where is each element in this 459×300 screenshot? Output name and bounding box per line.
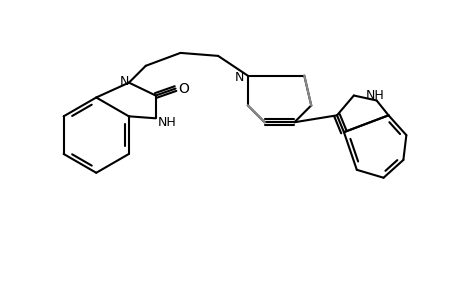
Text: NH: NH bbox=[157, 116, 176, 129]
Text: NH: NH bbox=[364, 88, 383, 102]
Text: N: N bbox=[235, 71, 244, 84]
Text: N: N bbox=[119, 75, 129, 88]
Text: O: O bbox=[178, 82, 189, 96]
